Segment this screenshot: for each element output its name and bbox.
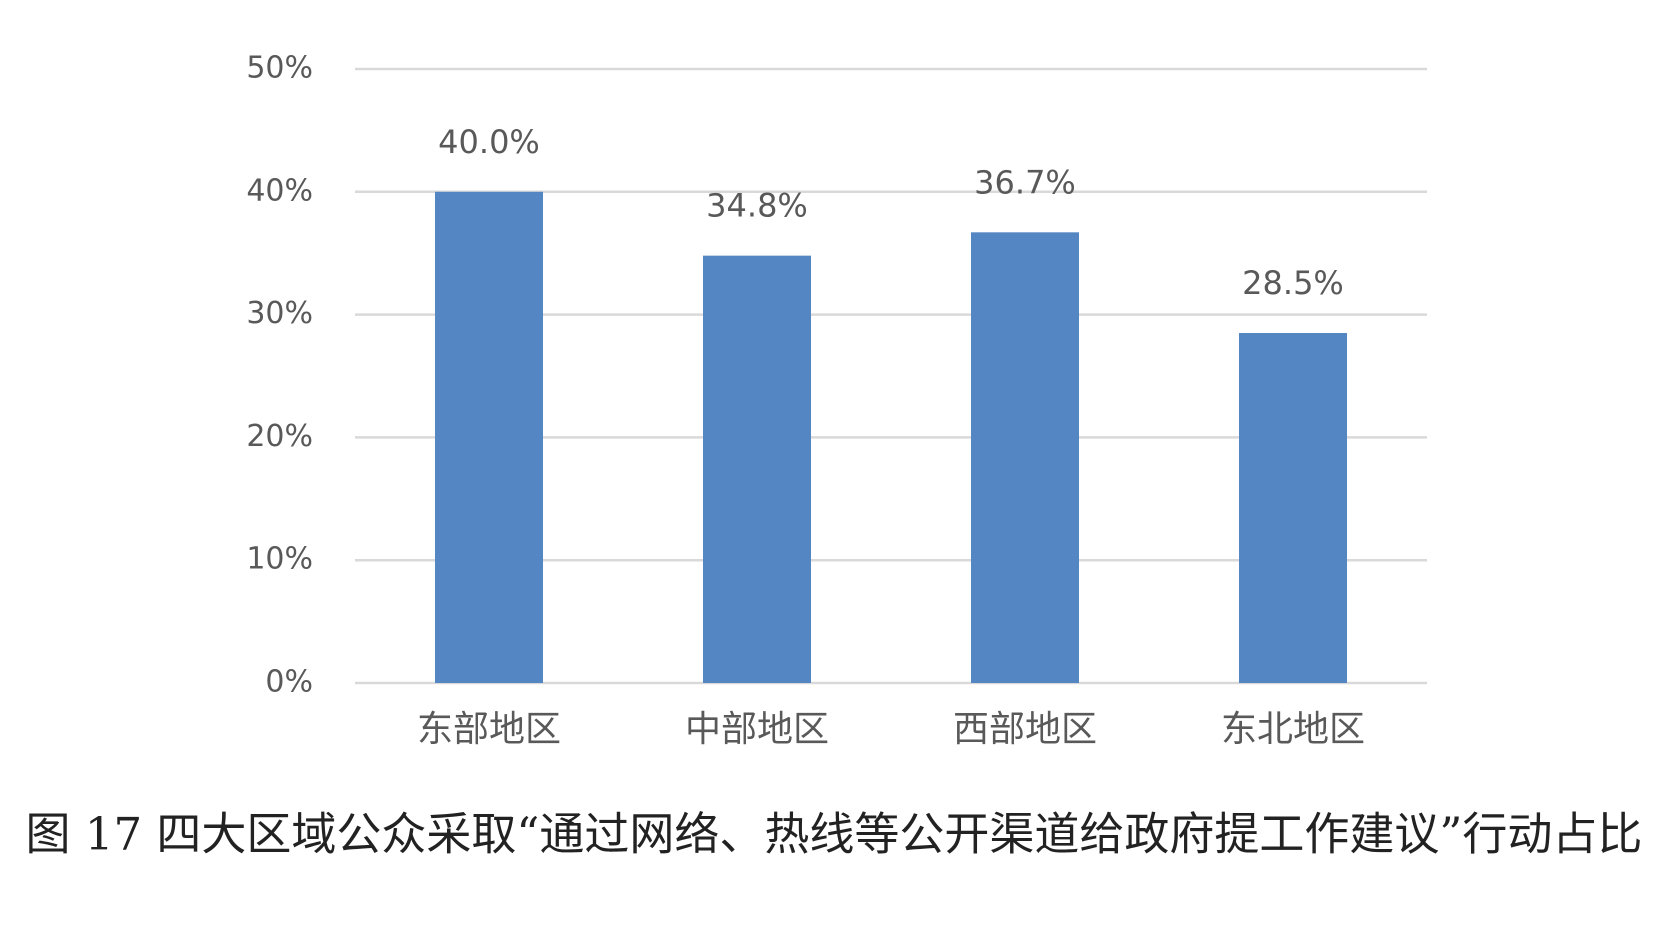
value-label: 36.7% [974, 163, 1076, 201]
value-label: 40.0% [438, 123, 540, 161]
y-tick-label: 20% [246, 419, 313, 454]
bar [435, 191, 543, 684]
y-tick-label: 40% [246, 173, 313, 208]
bar [703, 255, 811, 683]
value-label: 28.5% [1242, 264, 1344, 302]
chart-title: 图 17 四大区域公众采取“通过网络、热线等公开渠道给政府提工作建议”行动占比 [26, 808, 1643, 861]
x-tick-label: 中部地区 [685, 709, 829, 750]
value-label: 34.8% [706, 187, 808, 225]
x-tick-label: 西部地区 [953, 709, 1097, 750]
y-tick-label: 10% [246, 542, 313, 577]
x-tick-label: 东北地区 [1221, 709, 1365, 750]
bar [1239, 333, 1347, 683]
x-tick-label: 东部地区 [417, 709, 561, 750]
y-tick-label: 0% [265, 665, 313, 700]
bar [971, 232, 1079, 683]
y-tick-label: 50% [246, 51, 313, 86]
y-tick-label: 30% [246, 296, 313, 331]
